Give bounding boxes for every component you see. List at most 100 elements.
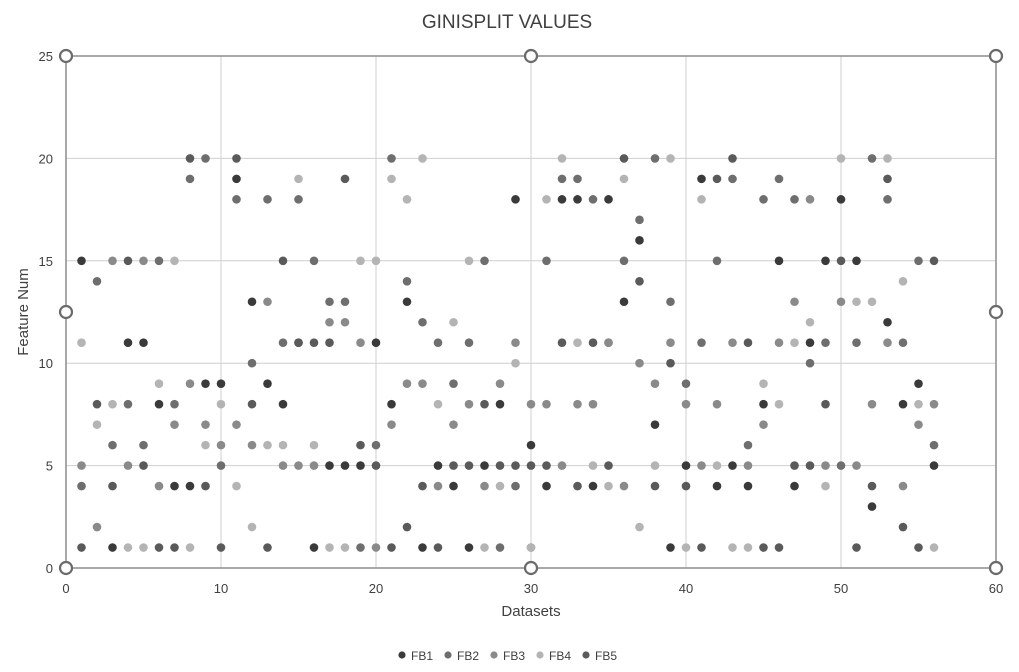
point-fb5 bbox=[495, 461, 505, 470]
point-fb5 bbox=[557, 338, 567, 348]
resize-handle[interactable] bbox=[988, 560, 1004, 576]
x-axis-label: Datasets bbox=[501, 603, 560, 620]
resize-handle[interactable] bbox=[58, 48, 74, 64]
point-fb2 bbox=[480, 256, 489, 266]
point-fb1 bbox=[743, 481, 753, 491]
point-fb4 bbox=[480, 543, 489, 552]
point-fb2 bbox=[278, 338, 288, 348]
point-fb2 bbox=[929, 440, 939, 450]
point-fb2 bbox=[867, 154, 877, 163]
resize-handle[interactable] bbox=[58, 560, 74, 576]
point-fb2 bbox=[154, 256, 164, 266]
point-fb1 bbox=[418, 543, 427, 552]
point-fb5 bbox=[154, 543, 164, 552]
gridlines bbox=[65, 55, 997, 569]
x-tick-label: 50 bbox=[834, 581, 848, 596]
point-fb1 bbox=[371, 338, 381, 348]
point-fb4 bbox=[743, 543, 753, 552]
point-fb4 bbox=[836, 154, 846, 163]
point-fb4 bbox=[464, 256, 474, 266]
point-fb3 bbox=[883, 338, 892, 348]
point-fb3 bbox=[867, 399, 877, 409]
point-fb2 bbox=[402, 276, 412, 286]
point-fb4 bbox=[154, 379, 164, 388]
point-fb2 bbox=[619, 256, 629, 266]
y-tick-label: 20 bbox=[39, 151, 53, 166]
resize-handle[interactable] bbox=[523, 560, 539, 576]
point-fb4 bbox=[681, 543, 691, 552]
point-fb2 bbox=[914, 256, 923, 266]
point-fb4 bbox=[371, 256, 381, 266]
point-fb2 bbox=[294, 195, 303, 204]
point-fb2 bbox=[387, 154, 396, 163]
point-fb1 bbox=[247, 297, 257, 307]
point-fb1 bbox=[666, 543, 675, 552]
point-fb4 bbox=[852, 297, 861, 307]
point-fb1 bbox=[263, 379, 272, 388]
point-fb2 bbox=[697, 338, 706, 348]
point-fb5 bbox=[309, 338, 319, 348]
point-fb1 bbox=[898, 399, 908, 409]
point-fb5 bbox=[867, 481, 877, 491]
point-fb1 bbox=[232, 174, 241, 184]
point-fb3 bbox=[588, 399, 598, 409]
resize-handle[interactable] bbox=[523, 48, 539, 64]
point-fb1 bbox=[542, 481, 551, 491]
point-fb1 bbox=[216, 379, 226, 388]
point-fb5 bbox=[712, 174, 722, 184]
selection-handles[interactable] bbox=[58, 48, 1004, 576]
point-fb2 bbox=[836, 461, 846, 470]
point-fb2 bbox=[449, 379, 458, 388]
legend-marker-fb1 bbox=[398, 651, 406, 659]
point-fb2 bbox=[573, 174, 582, 184]
point-fb1 bbox=[387, 399, 396, 409]
tick-labels: 0 10 20 30 40 50 60 0 5 10 15 20 25 bbox=[39, 49, 1004, 596]
point-fb5 bbox=[449, 461, 458, 470]
point-fb1 bbox=[697, 174, 706, 184]
point-fb3 bbox=[108, 256, 117, 266]
point-fb5 bbox=[511, 461, 520, 470]
point-fb3 bbox=[526, 399, 536, 409]
point-fb1 bbox=[139, 338, 148, 348]
legend-marker-fb4 bbox=[536, 651, 544, 659]
point-fb5 bbox=[898, 522, 908, 532]
point-fb3 bbox=[852, 461, 861, 470]
point-fb3 bbox=[123, 461, 133, 470]
resize-handle[interactable] bbox=[988, 48, 1004, 64]
point-fb2 bbox=[108, 440, 117, 450]
point-fb3 bbox=[774, 338, 784, 348]
point-fb4 bbox=[914, 399, 923, 409]
point-fb2 bbox=[542, 256, 551, 266]
point-fb4 bbox=[883, 154, 892, 163]
point-fb1 bbox=[821, 256, 830, 266]
point-fb3 bbox=[697, 461, 706, 470]
point-fb4 bbox=[867, 297, 877, 307]
point-fb1 bbox=[852, 256, 861, 266]
point-fb2 bbox=[92, 276, 102, 286]
legend-marker-fb3 bbox=[490, 651, 498, 659]
point-fb2 bbox=[216, 461, 226, 470]
point-fb4 bbox=[418, 154, 427, 163]
point-fb1 bbox=[650, 420, 660, 429]
point-fb2 bbox=[232, 195, 241, 204]
point-fb3 bbox=[418, 379, 427, 388]
point-fb4 bbox=[139, 543, 148, 552]
resize-handle[interactable] bbox=[988, 304, 1004, 320]
y-tick-label: 15 bbox=[39, 254, 53, 269]
resize-handle[interactable] bbox=[58, 304, 74, 320]
point-fb5 bbox=[526, 461, 536, 470]
point-fb4 bbox=[790, 338, 799, 348]
y-axis-label: Feature Num bbox=[15, 268, 32, 356]
point-fb5 bbox=[387, 543, 396, 552]
point-fb5 bbox=[371, 461, 381, 470]
point-fb4 bbox=[294, 174, 303, 184]
point-fb3 bbox=[619, 481, 629, 491]
data-points bbox=[77, 154, 939, 552]
point-fb1 bbox=[433, 461, 443, 470]
point-fb3 bbox=[263, 297, 272, 307]
point-fb3 bbox=[914, 420, 923, 429]
point-fb4 bbox=[263, 440, 272, 450]
point-fb5 bbox=[340, 174, 350, 184]
point-fb4 bbox=[635, 522, 644, 532]
